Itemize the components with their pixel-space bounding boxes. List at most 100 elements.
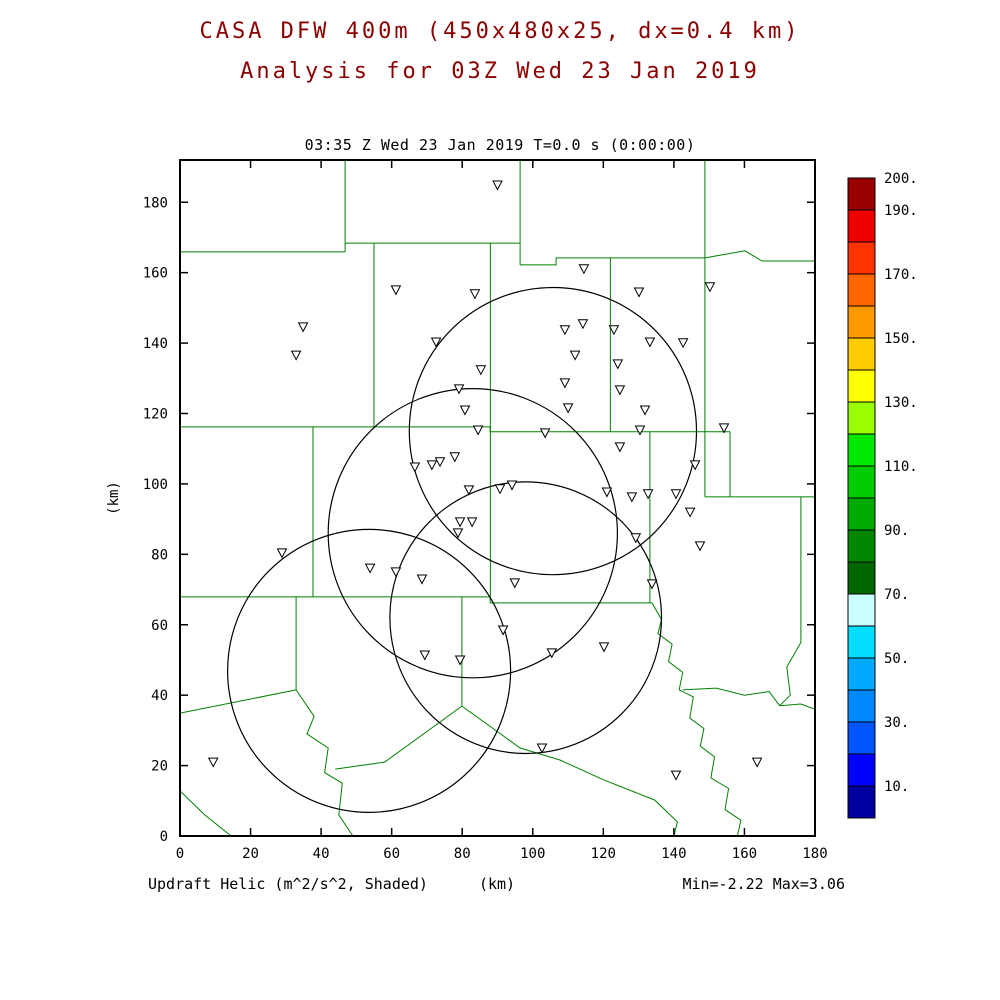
y-tick-label: 160 [143,266,168,282]
station-marker [601,487,613,498]
y-tick-label: 120 [143,407,168,423]
colorbar-segment [847,625,876,659]
county-boundary-line [295,689,354,837]
station-marker [492,180,503,191]
station-marker [536,743,548,754]
station-marker [562,403,574,414]
colorbar-segment [847,497,876,531]
x-tick-label: 180 [802,846,827,862]
radar-range-circle [227,528,512,814]
plot-subtitle: Analysis for 03Z Wed 23 Jan 2019 [240,59,760,84]
station-marker [684,507,696,518]
county-boundary-line [682,687,816,710]
county-boundary-line [179,689,297,714]
colorbar-segment [847,209,876,243]
county-boundaries [179,160,816,837]
station-marker [497,625,509,636]
station-marker [463,485,475,496]
colorbar-segment [847,369,876,403]
station-marker [506,480,518,491]
station-marker [598,642,610,653]
station-marker [614,442,626,453]
station-marker [634,425,646,436]
station-marker [626,492,638,503]
y-tick-label: 140 [143,336,168,352]
colorbar-label: 30. [884,715,909,731]
station-marker [639,405,651,416]
colorbar-segment [847,785,876,819]
station-marker [459,405,471,416]
station-marker [644,337,656,348]
min-max-label: Min=-2.22 Max=3.06 [682,875,845,893]
colorbar-label: 50. [884,651,909,667]
y-tick-label: 40 [151,688,168,704]
station-marker [646,579,658,590]
station-marker [454,655,466,666]
radar-range-circle [327,388,618,679]
colorbar-segment [847,657,876,691]
station-marker [718,423,730,434]
station-marker [612,359,624,370]
plot-frame [179,159,816,837]
county-boundary-line [180,596,652,604]
x-tick-label: 120 [591,846,616,862]
station-marker [642,489,654,500]
frame-time-header: 03:35 Z Wed 23 Jan 2019 T=0.0 s (0:00:00… [305,136,696,154]
station-marker [419,650,431,661]
station-marker [207,757,219,768]
county-boundary-line [461,705,678,837]
station-marker [475,365,487,376]
station-marker [290,350,302,361]
station-marker [689,460,701,471]
y-tick-label: 180 [143,195,168,211]
x-tick-label: 100 [520,846,545,862]
station-marker [633,287,645,298]
y-tick-label: 80 [151,547,168,563]
station-marker [472,425,484,436]
station-marker [569,350,581,361]
colorbar-label: 10. [884,779,909,795]
colorbar-segment [847,241,876,275]
station-marker [670,770,682,781]
county-boundary-line [520,257,705,266]
plot-title: CASA DFW 400m (450x480x25, dx=0.4 km) [199,19,800,44]
county-boundary-line [180,426,730,433]
station-marker [509,578,521,589]
station-marker [453,384,465,395]
station-marker [494,484,506,495]
y-tick-label: 100 [143,477,168,493]
station-marker [390,285,402,296]
station-marker [751,757,763,768]
x-tick-label: 80 [454,846,471,862]
colorbar-segment [847,753,876,787]
y-axis-unit-label: (km) [106,481,122,515]
colorbar-segment [847,689,876,723]
station-marker [577,319,589,330]
plot-frame-and-ticks: 0 20 40 60 80 100 120 140 160 180 0 20 40 60 80 100 120 1… [143,159,828,862]
colorbar-label: 90. [884,523,909,539]
station-marker [409,462,421,473]
radar-range-circle [389,481,663,755]
colorbar-label: 130. [884,395,918,411]
x-axis-unit-label: (km) [479,875,515,893]
colorbar-label: 150. [884,331,918,347]
station-marker [297,322,309,333]
station-markers [207,180,763,781]
station-marker [426,460,438,471]
county-boundary-line [651,602,742,837]
county-boundary-line [704,250,815,262]
colorbar-label: 200. [884,171,918,187]
county-boundary-line [335,705,463,770]
station-marker [276,548,288,559]
colorbar-label: 170. [884,267,918,283]
station-marker [614,385,626,396]
county-boundary-line [179,790,232,837]
field-label: Updraft Helic (m^2/s^2, Shaded) [148,875,428,893]
colorbar-segment [847,593,876,627]
colorbar-segment [847,177,876,211]
y-tick-label: 0 [160,829,168,845]
station-marker [677,338,689,349]
station-marker [546,648,558,659]
